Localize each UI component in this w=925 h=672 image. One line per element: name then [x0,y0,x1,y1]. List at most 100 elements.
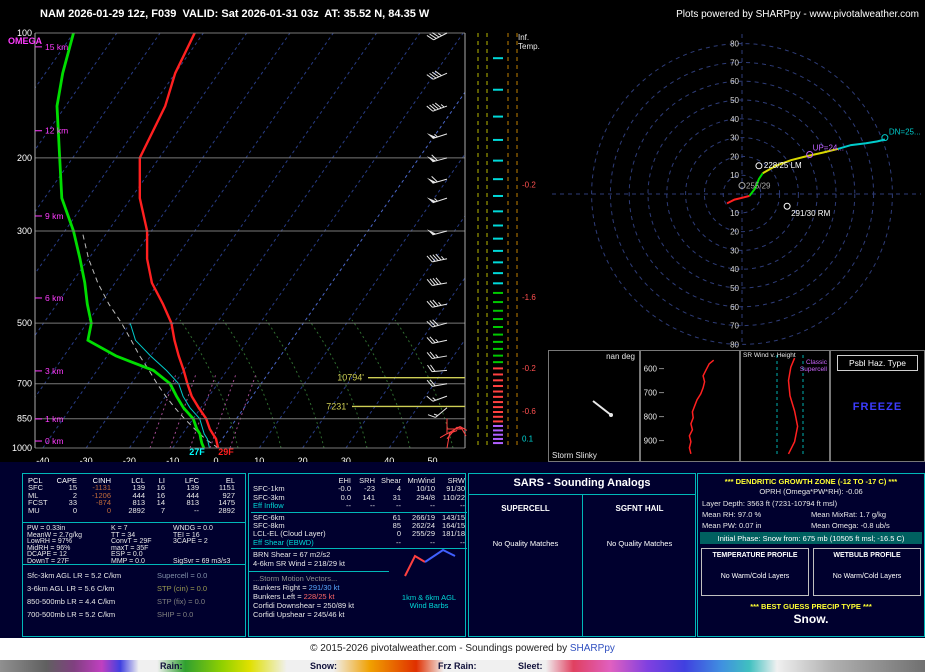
hodograph-trace-3-6km [748,172,764,197]
storm-motion-value: 228/25 kt [303,592,335,601]
stat-line: MMP = 0.0 [111,557,145,565]
temp-label: 50 [427,456,437,466]
line-shape [427,364,433,372]
isotherm-line [302,215,465,448]
pcl-header-cell: CAPE [56,476,77,485]
height-label: 15 km [45,42,68,52]
sars-supercell-value: No Quality Matches [492,539,559,548]
line-shape [429,320,436,327]
sr-wind-46-line: 4-6km SR Wind = 218/29 kt [253,559,345,568]
kin-cell: 143/15 [442,512,465,522]
dgz-height-label: 7231' [326,401,348,411]
line-shape [438,33,442,37]
line-shape [432,133,448,139]
ring-label: 50 [730,284,739,293]
moist-adiabat-line [308,319,368,448]
stat-line: ESP = 0.0 [111,551,143,558]
indices-section: PCL CAPE CINH LCL LI LFC EL SFC 15 -1131 139 16 139 1… [0,462,925,638]
storm-motion-label: Bunkers Left = [253,592,304,601]
kin-cell: 110/22 [442,492,465,502]
dgz-mean-pw: Mean PW: 0.07 in [702,521,762,530]
wind-barb [426,319,448,328]
kin-cell [331,514,353,522]
hodograph-marker-label: 291/30 RM [791,209,830,218]
thetae-pressure-label: 600 [644,365,658,374]
line-shape [432,230,448,236]
pcl-cell: 16 [156,483,165,493]
kin-cell: -- [370,501,375,511]
thetae-pressure-label: 900 [644,437,658,446]
kin-cell: 0 [396,529,401,539]
line-shape [429,278,436,286]
best-guess-title: *** BEST GUESS PRECIP TYPE *** [750,602,872,611]
kin-cell: -- [346,501,351,511]
kin-cell: 0.0 [340,492,351,502]
omega-label: OMEGA [8,36,43,46]
pressure-label: 1000 [12,443,32,453]
line-shape [429,104,437,111]
line-shape [459,426,468,431]
line-shape [429,255,436,262]
kin-cell: -- [430,537,435,547]
pressure-label: 850 [17,414,32,424]
line-shape [435,253,442,261]
kin-cell: 294/8 [416,492,435,502]
kin-cell [331,530,353,538]
stats-column: K = 7 TT = 34 ConvT = 29F maxT = 35F ESP = 0… [111,525,152,565]
divider [249,571,389,572]
line-shape [432,319,439,326]
pressure-label: 100 [17,28,32,38]
ring-label: 40 [730,265,739,274]
kin-cell [353,522,377,530]
sars-hail-column: SGFNT HAIL No Quality Matches [583,494,696,634]
line-shape [429,300,436,307]
divider [251,548,467,550]
line-shape [433,413,438,416]
height-label: 12 km [45,126,68,136]
hodograph-marker [783,202,791,210]
pcl-cell: 813 [132,498,145,508]
storm-motion-label: Bunkers Right = [253,583,309,592]
moist-adiabat-line [179,319,239,448]
hodograph-trace-9-12km [837,138,886,150]
ring-label: 80 [730,40,739,49]
kin-cell [353,514,377,522]
pcl-header-cell: LCL [131,476,145,485]
kin-cell: 10/10 [416,484,435,494]
sars-supercell-column: SUPERCELL No Quality Matches [469,494,582,634]
line-shape [432,103,439,110]
kin-cell [331,539,353,547]
line-shape [426,279,433,286]
pcl-cell: 2892 [128,505,145,515]
isotherm-line [35,33,204,275]
stat-line: LowRH = 97% [27,538,72,545]
pcl-cell: 2 [72,490,77,500]
kin-header-cell: MnWind [407,476,435,485]
ring-label: 40 [730,115,739,124]
storm-slinky-graphic [592,400,613,417]
hodograph-marker [738,182,746,190]
sharppy-link[interactable]: SHARPpy [569,643,615,654]
kin-cell: 164/15 [442,521,465,531]
wind-barb-caption-line2: Wind Barbs [409,601,449,610]
footer: © 2015-2026 pivotalweather.com - Soundin… [0,638,925,660]
kin-cell: 91/30 [446,484,465,494]
omega-readout: -0.2 [522,364,536,373]
pcl-header-cell: LFC [184,476,199,485]
model-run-title: NAM 2026-01-29 12z, F039 VALID: Sat 2026… [40,8,430,20]
pcl-cell: 33 [68,498,77,508]
kin-cell [353,539,377,547]
line-shape [435,277,442,285]
kin-cell [353,530,377,538]
isotherm-line [35,33,248,337]
path-shape [426,133,437,139]
wind-barb [426,32,448,41]
line-shape [446,426,461,435]
sars-title: SARS - Sounding Analogs [513,477,651,489]
pcl-cell: 927 [222,490,235,500]
kin-cell: 262/24 [412,521,435,531]
wind-barb [426,395,448,402]
sars-hail-header: SGFNT HAIL [615,504,664,513]
line-shape [430,364,436,372]
path-shape [426,177,437,184]
